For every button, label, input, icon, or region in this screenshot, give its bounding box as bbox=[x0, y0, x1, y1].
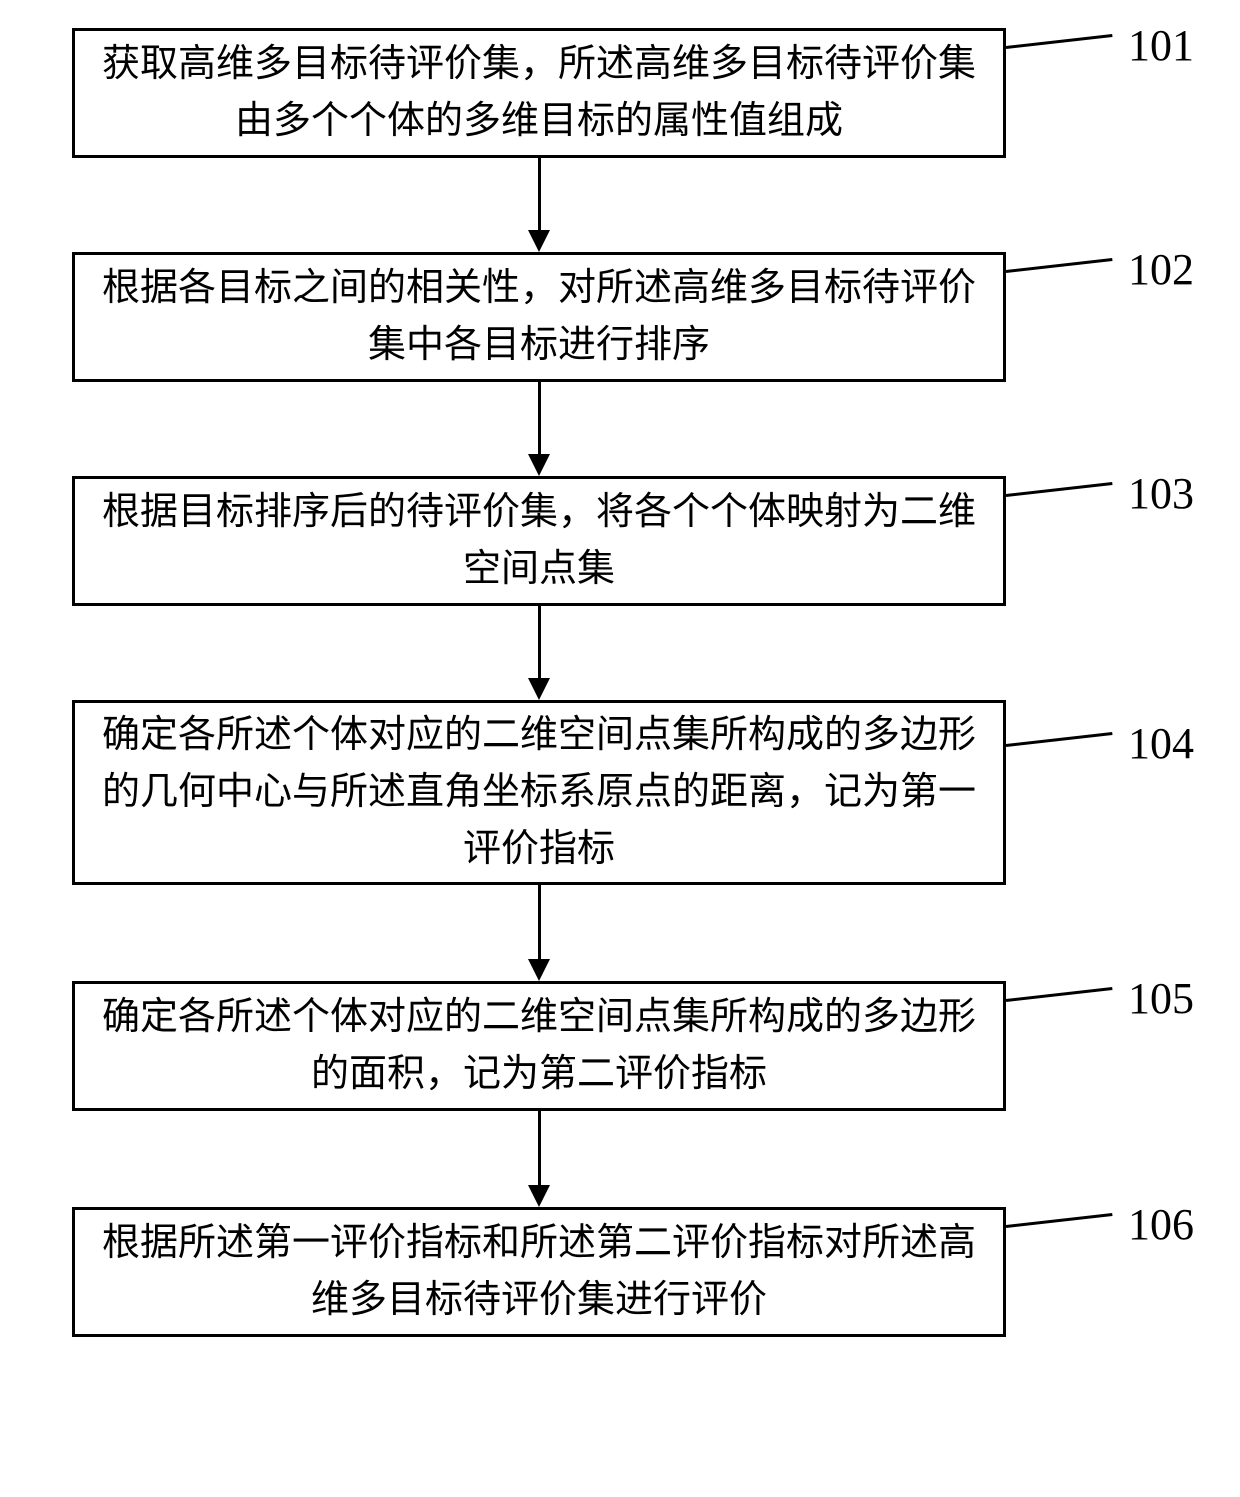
flowchart-node: 根据各目标之间的相关性，对所述高维多目标待评价集中各目标进行排序 bbox=[72, 252, 1006, 382]
arrow-head-icon bbox=[528, 959, 550, 981]
leader-line bbox=[1006, 34, 1112, 49]
step-number-label: 104 bbox=[1128, 718, 1194, 769]
leader-line bbox=[1006, 1213, 1112, 1228]
arrow-head-icon bbox=[528, 230, 550, 252]
arrow-line bbox=[538, 885, 541, 959]
flowchart-node-text: 获取高维多目标待评价集，所述高维多目标待评价集由多个个体的多维目标的属性值组成 bbox=[99, 36, 979, 150]
flowchart-node: 获取高维多目标待评价集，所述高维多目标待评价集由多个个体的多维目标的属性值组成 bbox=[72, 28, 1006, 158]
flowchart-node: 确定各所述个体对应的二维空间点集所构成的多边形的面积，记为第二评价指标 bbox=[72, 981, 1006, 1111]
leader-line bbox=[1006, 987, 1112, 1002]
leader-line bbox=[1006, 732, 1112, 747]
flowchart-node-text: 根据目标排序后的待评价集，将各个个体映射为二维空间点集 bbox=[99, 484, 979, 598]
arrow-head-icon bbox=[528, 678, 550, 700]
step-number-label: 101 bbox=[1128, 20, 1194, 71]
step-number-label: 106 bbox=[1128, 1199, 1194, 1250]
arrow-line bbox=[538, 606, 541, 678]
flowchart-node-text: 根据各目标之间的相关性，对所述高维多目标待评价集中各目标进行排序 bbox=[99, 260, 979, 374]
flowchart-node: 根据目标排序后的待评价集，将各个个体映射为二维空间点集 bbox=[72, 476, 1006, 606]
flowchart-node-text: 确定各所述个体对应的二维空间点集所构成的多边形的几何中心与所述直角坐标系原点的距… bbox=[99, 707, 979, 878]
step-number-label: 102 bbox=[1128, 244, 1194, 295]
arrow-line bbox=[538, 382, 541, 454]
flowchart-node-text: 确定各所述个体对应的二维空间点集所构成的多边形的面积，记为第二评价指标 bbox=[99, 989, 979, 1103]
step-number-label: 105 bbox=[1128, 973, 1194, 1024]
arrow-head-icon bbox=[528, 454, 550, 476]
arrow-line bbox=[538, 158, 541, 230]
leader-line bbox=[1006, 482, 1112, 497]
flowchart-node: 确定各所述个体对应的二维空间点集所构成的多边形的几何中心与所述直角坐标系原点的距… bbox=[72, 700, 1006, 885]
step-number-label: 103 bbox=[1128, 468, 1194, 519]
arrow-head-icon bbox=[528, 1185, 550, 1207]
flowchart-node: 根据所述第一评价指标和所述第二评价指标对所述高维多目标待评价集进行评价 bbox=[72, 1207, 1006, 1337]
flowchart-canvas: 获取高维多目标待评价集，所述高维多目标待评价集由多个个体的多维目标的属性值组成根… bbox=[0, 0, 1240, 1497]
flowchart-node-text: 根据所述第一评价指标和所述第二评价指标对所述高维多目标待评价集进行评价 bbox=[99, 1215, 979, 1329]
arrow-line bbox=[538, 1111, 541, 1185]
leader-line bbox=[1006, 258, 1112, 273]
